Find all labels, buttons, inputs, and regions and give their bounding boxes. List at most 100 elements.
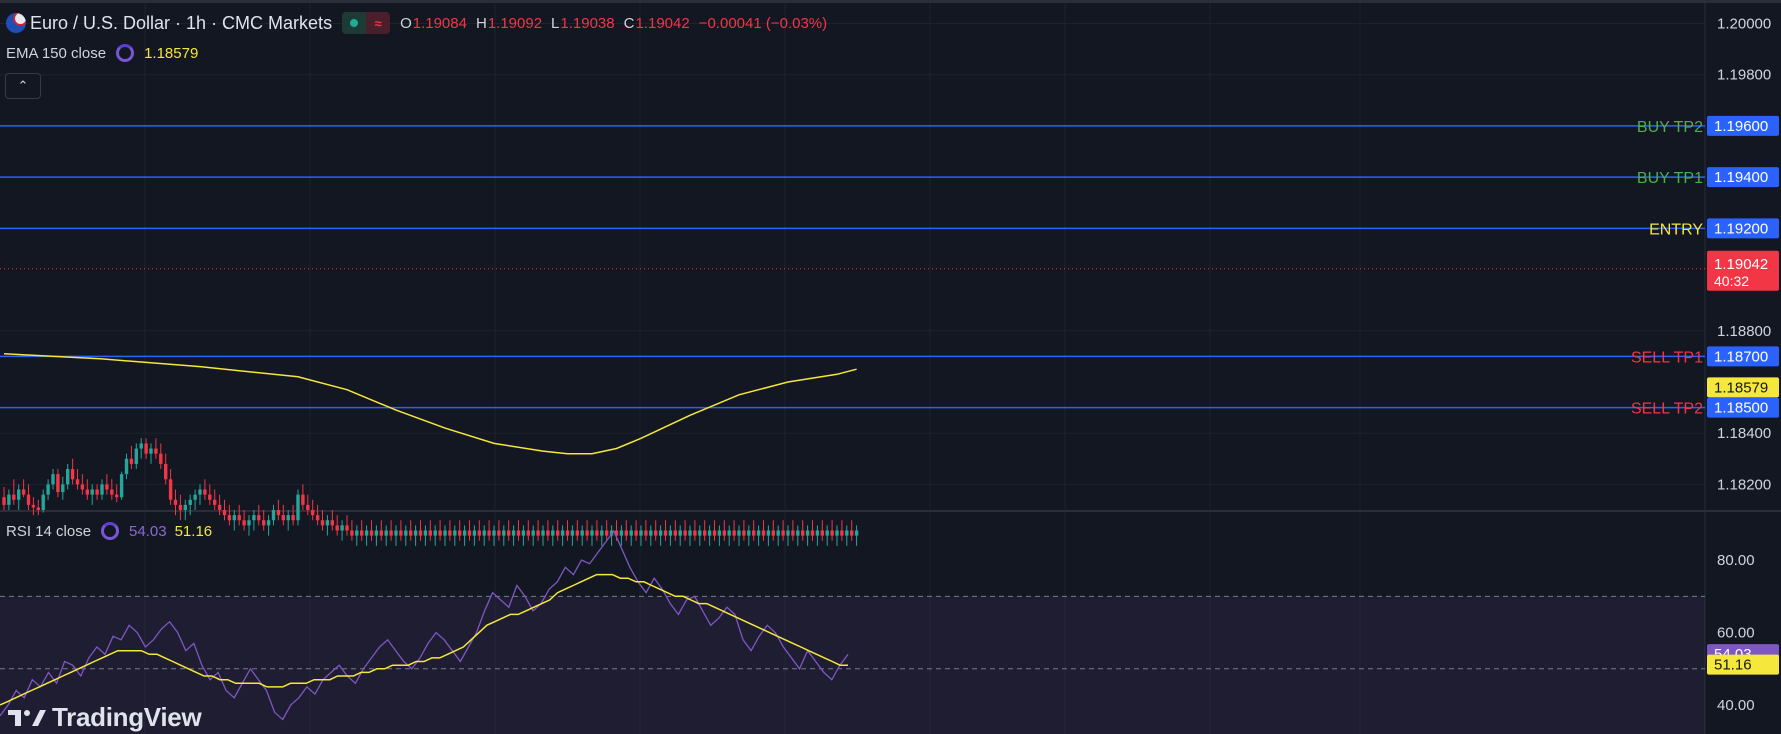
candle-body [472,530,477,536]
candle-body [335,525,339,531]
symbol-title[interactable]: Euro / U.S. Dollar · 1h · CMC Markets [30,12,333,33]
chart-canvas[interactable]: BUY TP2 BUY TP1 ENTRY SELL TP1 SELL TP2 1.200… [0,3,1781,734]
candle-body [399,530,403,536]
tradingview-watermark[interactable]: TradingView [8,702,202,733]
level-price-badge: 1.19400 [1714,169,1768,186]
level-label: BUY TP2 [1637,119,1703,136]
candle-body [614,530,619,536]
candle-body [791,530,795,536]
candle-body [217,504,222,510]
level-label: BUY TP1 [1637,170,1703,187]
price-tick-label: 1.19800 [1717,67,1771,84]
ema-label[interactable]: EMA 150 close [6,44,107,62]
candle-body [369,530,374,536]
candle-body [600,530,604,536]
tradingview-logo-icon [8,709,46,726]
candle-body [423,530,428,536]
candle-body [551,530,555,536]
candle-body [850,530,854,536]
candle-body [183,504,187,510]
candle-body [193,494,197,500]
level-price-badge-bg [1707,397,1779,418]
candle-body [462,530,467,536]
candle-body [786,530,790,536]
candle-body [825,530,829,536]
candle-body [575,530,579,536]
rsi-legend[interactable]: RSI 14 close 54.03 51.16 [6,522,212,540]
candle-body [830,530,834,536]
candle-body [281,515,285,521]
candle-body [605,530,609,536]
candle-body [222,510,227,516]
candle-body [124,458,129,475]
ema-price-badge-bg [1707,377,1779,398]
rsi-ma-value: 51.16 [174,522,213,540]
rsi-value: 54.03 [129,522,167,540]
candle-body [668,530,673,536]
rsi-label[interactable]: RSI 14 close [6,522,92,540]
candle-body [497,530,501,536]
candle-body [673,530,677,536]
ema-legend[interactable]: EMA 150 close 1.18579 [6,44,198,62]
candle-body [384,530,388,536]
eurusd-flag-icon [6,13,26,33]
cycle-icon [101,522,120,540]
level-label: SELL TP2 [1631,401,1703,418]
candle-body [732,530,736,536]
collapse-legend-button[interactable]: ⌃ [5,73,41,99]
level-price-badge: 1.19200 [1714,220,1768,237]
close-value: C1.19042 [624,15,690,32]
candle-body [306,504,310,510]
candle-body [227,515,232,521]
candle-body [835,530,839,536]
candle-body [742,530,746,536]
candle-body [144,443,148,454]
candle-body [624,530,628,536]
market-open-icon [342,12,367,34]
candle-body [658,530,663,536]
candle-body [286,515,290,521]
rsi-tick-label: 60.00 [1717,625,1755,642]
price-tick-label: 1.18200 [1717,476,1771,493]
candle-body [492,530,496,536]
candle-body [379,530,383,536]
low-value: L1.19038 [551,15,615,32]
ema-line [3,353,857,455]
candle-body [688,530,692,536]
candle-body [350,530,354,536]
candle-body [595,530,599,536]
countdown-badge: 40:32 [1714,273,1749,289]
candle-body [90,489,94,495]
candle-body [360,530,364,536]
candle-body [139,443,143,449]
candle-body [237,515,241,521]
rsi-line [0,529,849,721]
candle-body [619,530,624,536]
close-number: 1.19042 [635,14,690,32]
candle-body [580,530,584,536]
ema-value: 1.18579 [144,44,199,62]
candle-body [482,530,486,536]
market-status[interactable]: ≈ [342,12,391,34]
candle-body [2,497,6,505]
candle-body [242,520,246,526]
candle-body [585,530,589,536]
candle-body [815,530,820,536]
candle-body [678,530,682,536]
candle-body [17,489,21,500]
level-price-badge-bg [1707,218,1779,239]
candle-body [747,530,751,536]
candle-body [21,489,26,495]
candle-body [756,530,761,536]
open-value: O1.19084 [400,15,467,32]
candle-body [80,484,85,490]
candle-body [477,530,481,536]
candle-body [428,530,432,536]
candle-body [213,499,217,505]
candle-body [737,530,741,536]
candle-body [291,515,295,521]
symbol-legend[interactable]: Euro / U.S. Dollar · 1h · CMC Markets ≈ … [6,12,827,34]
candle-body [683,530,687,536]
candle-body [168,479,173,500]
candle-body [526,530,530,536]
